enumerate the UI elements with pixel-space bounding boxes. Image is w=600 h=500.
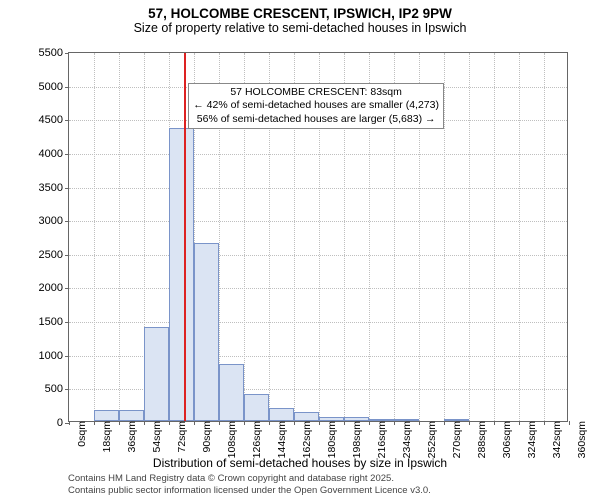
x-tick-mark — [269, 421, 270, 425]
y-tick-mark — [65, 389, 69, 390]
x-tick-mark — [219, 421, 220, 425]
x-tick-label: 90sqm — [197, 421, 213, 453]
x-tick-mark — [244, 421, 245, 425]
x-tick-mark — [469, 421, 470, 425]
x-tick-label: 162sqm — [297, 421, 313, 458]
annotation-line: ← 42% of semi-detached houses are smalle… — [193, 99, 439, 112]
histogram-bar — [244, 394, 269, 421]
y-tick-mark — [65, 255, 69, 256]
x-tick-label: 270sqm — [447, 421, 463, 458]
x-tick-label: 216sqm — [372, 421, 388, 458]
y-tick-mark — [65, 87, 69, 88]
x-tick-mark — [194, 421, 195, 425]
gridline-v — [544, 53, 545, 421]
x-tick-mark — [569, 421, 570, 425]
x-tick-label: 126sqm — [247, 421, 263, 458]
chart-subtitle: Size of property relative to semi-detach… — [0, 21, 600, 35]
x-tick-mark — [394, 421, 395, 425]
x-tick-label: 18sqm — [97, 421, 113, 453]
histogram-bar — [444, 419, 469, 421]
histogram-bar — [119, 410, 144, 421]
x-tick-label: 288sqm — [472, 421, 488, 458]
x-tick-mark — [344, 421, 345, 425]
y-tick-mark — [65, 154, 69, 155]
x-tick-mark — [419, 421, 420, 425]
x-tick-mark — [519, 421, 520, 425]
x-tick-label: 36sqm — [122, 421, 138, 453]
x-tick-mark — [69, 421, 70, 425]
x-tick-label: 252sqm — [422, 421, 438, 458]
x-tick-label: 306sqm — [497, 421, 513, 458]
x-tick-label: 342sqm — [547, 421, 563, 458]
x-tick-label: 108sqm — [222, 421, 238, 458]
x-tick-mark — [319, 421, 320, 425]
chart-title: 57, HOLCOMBE CRESCENT, IPSWICH, IP2 9PW — [0, 6, 600, 21]
y-tick-mark — [65, 322, 69, 323]
gridline-v — [444, 53, 445, 421]
x-tick-mark — [494, 421, 495, 425]
gridline-v — [119, 53, 120, 421]
x-tick-label: 198sqm — [347, 421, 363, 458]
x-tick-label: 234sqm — [397, 421, 413, 458]
x-tick-mark — [144, 421, 145, 425]
x-tick-mark — [444, 421, 445, 425]
histogram-plot: 0500100015002000250030003500400045005000… — [68, 52, 568, 422]
x-tick-label: 144sqm — [272, 421, 288, 458]
annotation-box: 57 HOLCOMBE CRESCENT: 83sqm← 42% of semi… — [188, 83, 444, 128]
histogram-bar — [319, 417, 344, 421]
histogram-bar — [94, 410, 119, 421]
y-tick-mark — [65, 188, 69, 189]
x-tick-mark — [119, 421, 120, 425]
y-tick-mark — [65, 356, 69, 357]
gridline-v — [494, 53, 495, 421]
x-tick-label: 54sqm — [147, 421, 163, 453]
histogram-bar — [369, 419, 394, 421]
histogram-bar — [219, 364, 244, 421]
histogram-bar — [169, 128, 194, 421]
histogram-bar — [344, 417, 369, 421]
x-tick-mark — [544, 421, 545, 425]
y-tick-mark — [65, 120, 69, 121]
x-tick-mark — [294, 421, 295, 425]
annotation-line: 56% of semi-detached houses are larger (… — [193, 113, 439, 126]
histogram-bar — [394, 419, 419, 421]
x-tick-label: 324sqm — [522, 421, 538, 458]
x-tick-label: 180sqm — [322, 421, 338, 458]
annotation-line: 57 HOLCOMBE CRESCENT: 83sqm — [193, 86, 439, 99]
x-tick-mark — [369, 421, 370, 425]
y-tick-mark — [65, 221, 69, 222]
y-tick-mark — [65, 53, 69, 54]
histogram-bar — [144, 327, 169, 421]
footer-attribution: Contains HM Land Registry data © Crown c… — [68, 473, 431, 496]
x-tick-label: 72sqm — [172, 421, 188, 453]
x-tick-mark — [94, 421, 95, 425]
x-tick-label: 0sqm — [72, 421, 88, 447]
x-tick-label: 360sqm — [572, 421, 588, 458]
gridline-v — [469, 53, 470, 421]
footer-line: Contains public sector information licen… — [68, 485, 431, 496]
histogram-bar — [269, 408, 294, 421]
gridline-v — [519, 53, 520, 421]
footer-line: Contains HM Land Registry data © Crown c… — [68, 473, 431, 484]
y-tick-mark — [65, 288, 69, 289]
x-tick-mark — [169, 421, 170, 425]
gridline-v — [94, 53, 95, 421]
reference-line — [184, 53, 186, 421]
x-axis-label: Distribution of semi-detached houses by … — [153, 456, 447, 470]
histogram-bar — [194, 243, 219, 421]
histogram-bar — [294, 412, 319, 421]
chart-title-block: 57, HOLCOMBE CRESCENT, IPSWICH, IP2 9PW … — [0, 0, 600, 35]
